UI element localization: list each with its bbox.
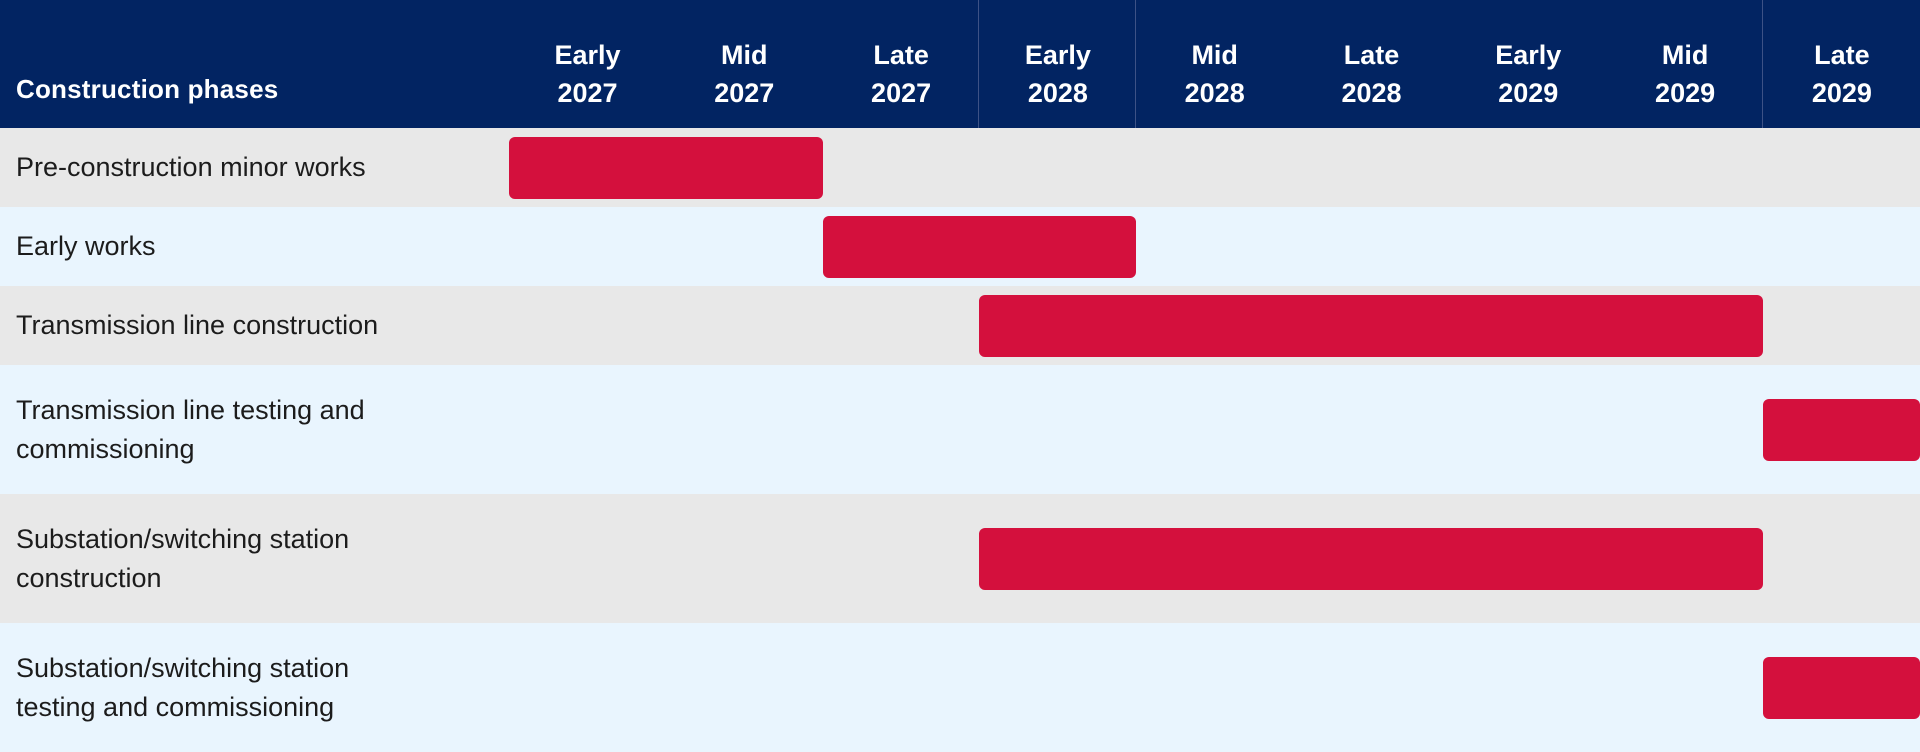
period-label: Mid [721,40,768,70]
period-header: Late 2029 [1763,36,1920,112]
task-label: Substation/switching station testing and… [16,653,350,722]
task-label: Transmission line construction [16,310,379,340]
task-bar [979,295,1763,357]
period-header: Early 2028 [979,36,1136,112]
task-bar [1763,399,1920,461]
period-header: Early 2029 [1450,36,1607,112]
period-label: Late [873,40,929,70]
period-year: 2029 [1655,78,1716,108]
column-separator [1762,0,1763,128]
period-header: Late 2028 [1293,36,1450,112]
period-year: 2027 [714,78,775,108]
period-header: Late 2027 [823,36,980,112]
period-header: Early 2027 [509,36,666,112]
period-year: 2028 [1341,78,1402,108]
header-title: Construction phases [16,74,279,104]
task-row: Early works [0,207,1920,286]
task-bar [823,216,1136,278]
period-year: 2029 [1498,78,1559,108]
period-year: 2028 [1027,78,1088,108]
task-label: Early works [16,231,156,261]
period-header: Mid 2029 [1607,36,1764,112]
task-row: Transmission line testing and commission… [0,365,1920,494]
task-label: Pre-construction minor works [16,152,366,182]
period-label: Late [1343,40,1400,70]
period-year: 2027 [871,78,932,108]
period-label: Early [1495,40,1562,70]
task-row: Substation/switching station constructio… [0,494,1920,623]
chart-header: Construction phases Early 2027 Mid 2027 Late… [0,0,1920,128]
period-year: 2028 [1184,78,1245,108]
period-header: Mid 2028 [1136,36,1293,112]
column-separator [978,0,979,128]
task-row: Pre-construction minor works [0,128,1920,207]
period-year: 2029 [1811,78,1872,108]
column-separator [1135,0,1136,128]
task-row: Substation/switching station testing and… [0,623,1920,752]
task-label: Transmission line testing and commission… [16,395,365,464]
period-year: 2027 [557,78,618,108]
period-label: Late [1814,40,1870,70]
period-label: Early [554,40,621,70]
period-label: Early [1024,40,1091,70]
task-bar [1763,657,1920,719]
period-label: Mid [1191,40,1238,70]
task-label: Substation/switching station constructio… [16,524,350,593]
task-bar [979,528,1763,590]
task-row: Transmission line construction [0,286,1920,365]
period-label: Mid [1661,40,1709,70]
period-header: Mid 2027 [666,36,823,112]
task-bar [509,137,823,199]
